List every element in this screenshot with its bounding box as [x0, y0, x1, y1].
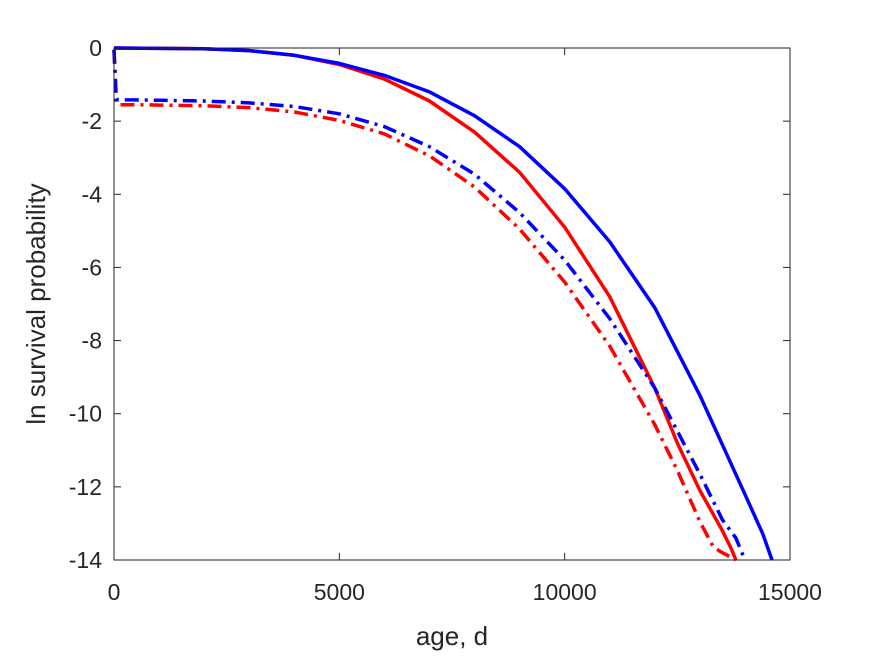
x-tick-label: 10000	[533, 579, 597, 605]
series-line-4	[112, 49, 747, 561]
y-tick-label: 0	[89, 35, 102, 61]
x-tick-label: 5000	[314, 579, 365, 605]
y-axis-label: ln survival probability	[21, 183, 51, 424]
x-tick-label: 15000	[758, 579, 822, 605]
y-tick-label: -8	[82, 328, 102, 354]
axes: 0 5000 10000 15000 0 -2 -4 -6 -8 -10 -12 -14	[69, 35, 822, 605]
y-tick-label: -4	[82, 181, 103, 207]
plot-lines	[112, 46, 774, 562]
series-line-3	[112, 49, 737, 562]
y-tick-label: -12	[69, 474, 102, 500]
y-tick-label: -2	[82, 108, 102, 134]
axes-box	[113, 47, 791, 561]
y-tick-label: -14	[69, 547, 102, 573]
x-tick-label: 0	[108, 579, 121, 605]
x-axis-label: age, d	[416, 621, 488, 651]
y-tick-label: -6	[82, 254, 102, 280]
y-tick-label: -10	[69, 401, 102, 427]
series-line-2	[113, 46, 774, 561]
